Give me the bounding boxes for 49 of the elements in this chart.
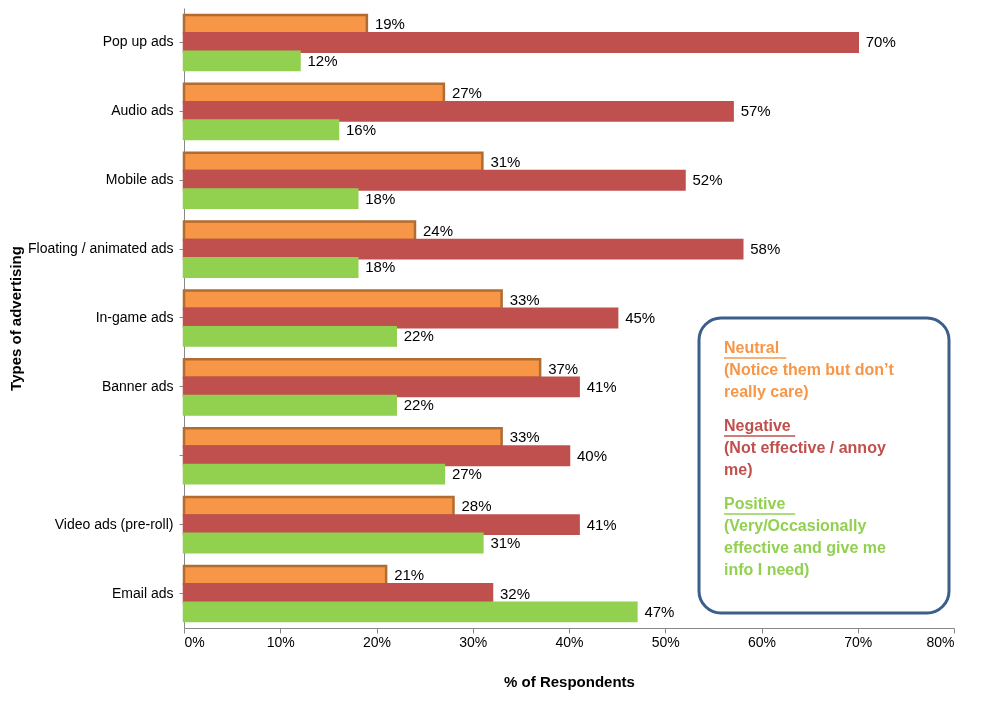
data-label: 40% <box>577 446 608 464</box>
y-tick-label: Video ads (pre-roll) <box>54 515 174 532</box>
text: Negative (Not effective / annoy me) <box>724 417 886 478</box>
x-tick-label: 30% <box>459 633 488 650</box>
data-label: 52% <box>692 171 723 189</box>
x-tick-label: 20% <box>362 633 392 650</box>
data-label: 41% <box>586 377 617 395</box>
x-tick-label: 80% <box>926 633 955 650</box>
data-label: 32% <box>500 584 531 602</box>
y-tick-label: Audio ads <box>111 102 174 119</box>
data-label: 21% <box>394 566 425 584</box>
data-label: 18% <box>365 189 396 207</box>
data-label: 24% <box>423 221 454 239</box>
x-tick-label: 50% <box>651 633 680 650</box>
data-label: 31% <box>490 534 521 552</box>
y-tick-label: Banner ads <box>101 377 174 394</box>
data-label: 57% <box>740 102 771 120</box>
data-label: 19% <box>374 15 405 33</box>
data-label: 37% <box>548 359 579 377</box>
x-tick-label: 10% <box>266 633 295 650</box>
data-label: 12% <box>307 51 338 69</box>
text: Positive (Very/Occasionally effective and give me info I need) <box>724 495 886 578</box>
text: Neutral (Notice them but don’t really care) <box>724 339 895 400</box>
x-axis-title: % of Respondents <box>504 672 635 690</box>
y-tick-label: Floating / animated ads <box>27 240 174 257</box>
y-tick-label: Pop up ads <box>102 33 174 50</box>
x-tick-label: 70% <box>844 633 873 650</box>
data-label: 70% <box>865 33 896 51</box>
y-tick-label: In-game ads <box>95 309 174 325</box>
x-tick-label: 60% <box>747 633 777 650</box>
data-label: 41% <box>586 515 617 533</box>
data-label: 28% <box>461 497 492 515</box>
data-label: 16% <box>346 120 377 138</box>
data-label: 22% <box>403 396 434 414</box>
data-label: 33% <box>509 290 540 308</box>
y-tick-label: Email ads <box>112 584 174 601</box>
data-label: 33% <box>509 428 540 446</box>
data-label: 45% <box>625 309 656 326</box>
data-label: 31% <box>490 152 521 170</box>
x-tick-label: 40% <box>555 633 584 650</box>
x-tick-label: 0% <box>184 633 205 650</box>
y-axis-title: Types of advertising <box>6 246 24 391</box>
data-label: 22% <box>403 327 434 345</box>
data-label: 58% <box>750 240 781 258</box>
data-label: 27% <box>451 465 482 483</box>
data-label: 18% <box>365 258 396 276</box>
data-label: 27% <box>451 83 482 101</box>
data-label: 47% <box>644 602 675 620</box>
y-tick-label: Mobile ads <box>105 171 174 188</box>
